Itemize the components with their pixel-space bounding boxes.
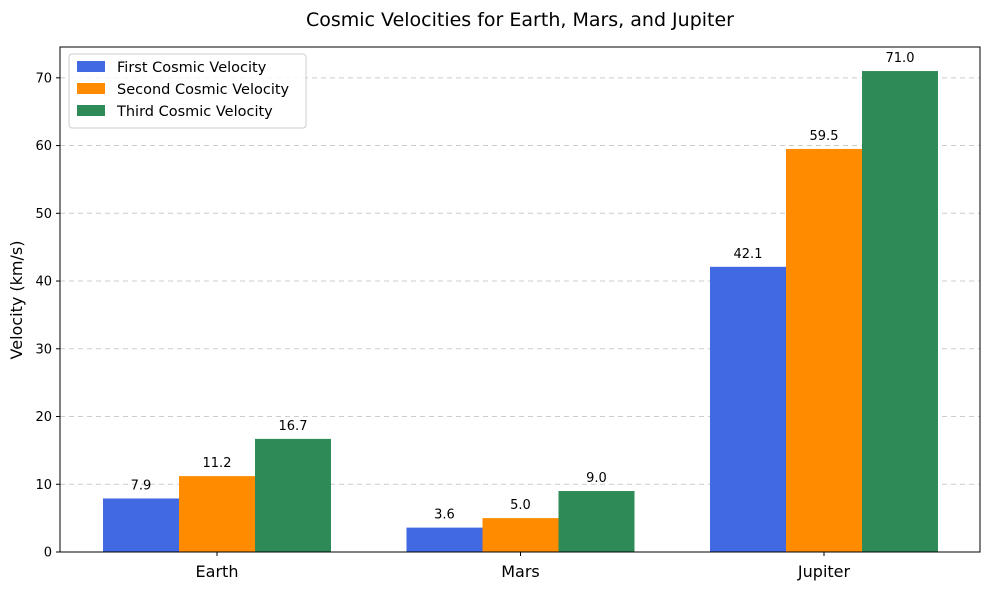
data-label: 5.0 <box>510 498 531 513</box>
y-tick-label: 60 <box>35 139 52 154</box>
y-tick-label: 40 <box>35 275 52 290</box>
bar <box>103 498 179 552</box>
data-label: 9.0 <box>586 471 607 486</box>
legend-swatch <box>77 61 105 72</box>
bars <box>103 71 938 553</box>
bar <box>862 71 938 553</box>
x-tick-label: Earth <box>196 562 239 581</box>
legend-swatch <box>77 83 105 94</box>
axes: 0 10 20 30 40 50 60 70 Earth Mars Jupiter <box>35 71 850 581</box>
legend-label: First Cosmic Velocity <box>117 60 267 76</box>
data-label: 7.9 <box>131 478 152 493</box>
data-label: 3.6 <box>434 508 455 523</box>
bar <box>710 266 786 552</box>
data-label: 42.1 <box>734 247 763 262</box>
y-tick-label: 30 <box>35 342 52 357</box>
y-tick-label: 0 <box>44 546 52 561</box>
y-tick-label: 10 <box>35 478 52 493</box>
y-tick-label: 50 <box>35 207 52 222</box>
y-tick-label: 20 <box>35 410 52 425</box>
x-tick-label: Jupiter <box>797 562 851 581</box>
bar <box>786 148 862 552</box>
data-label: 11.2 <box>203 456 232 471</box>
x-tick-label: Mars <box>501 562 540 581</box>
bar <box>179 476 255 552</box>
legend: First Cosmic Velocity Second Cosmic Veloc… <box>68 53 307 129</box>
bar <box>255 438 331 552</box>
bar <box>482 518 559 552</box>
y-tick-label: 70 <box>35 71 52 86</box>
data-label: 59.5 <box>810 129 839 144</box>
legend-box <box>68 53 307 129</box>
bar <box>558 491 635 552</box>
legend-label: Third Cosmic Velocity <box>116 104 273 120</box>
legend-label: Second Cosmic Velocity <box>117 82 290 98</box>
bar <box>406 527 483 552</box>
legend-swatch <box>77 105 105 116</box>
y-axis-label: Velocity (km/s) <box>7 241 26 360</box>
data-labels: 7.9 11.2 16.7 3.6 5.0 9.0 42.1 59.5 71.0 <box>131 51 915 523</box>
data-label: 71.0 <box>886 51 915 66</box>
chart-title: Cosmic Velocities for Earth, Mars, and J… <box>306 9 734 31</box>
data-label: 16.7 <box>279 419 308 434</box>
